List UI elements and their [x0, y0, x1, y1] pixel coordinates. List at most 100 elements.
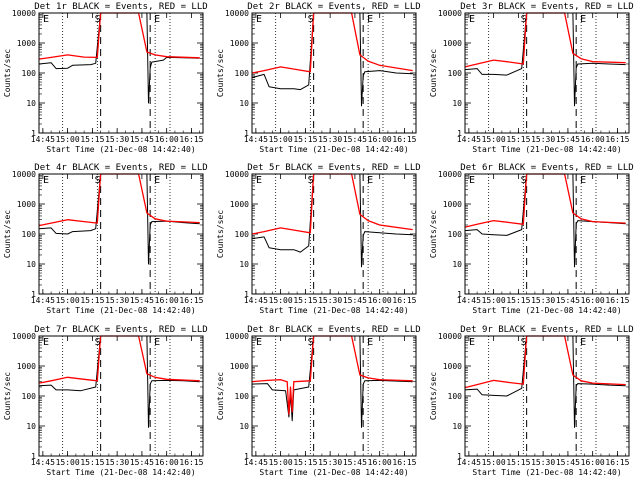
plot-1-ytick-label: 100 — [22, 69, 37, 78]
plot-2-ylabel: Counts/sec — [216, 49, 225, 97]
plot-4-marker: S — [95, 175, 101, 186]
plot-2-frame — [251, 12, 417, 134]
plot-2-ytick-label: 10 — [239, 99, 249, 108]
plot-7-ytick-label: 10000 — [12, 332, 36, 341]
plot-3-frame — [464, 12, 630, 134]
plot-5-xtick-label: 15:30 — [318, 296, 342, 305]
plot-7-title: Det 7r BLACK = Events, RED = LLD — [34, 325, 207, 335]
plot-9-title: Det 9r BLACK = Events, RED = LLD — [460, 325, 633, 335]
plot-5-xtick-label: 16:15 — [392, 296, 416, 305]
plot-7-xtick-label: 14:45 — [31, 458, 55, 467]
plot-9-xlabel: Start Time (21-Dec-08 14:42:40) — [472, 468, 621, 477]
plot-8-ytick-label: 100 — [235, 392, 250, 401]
plot-9-ytick-label: 1000 — [443, 362, 462, 371]
plot-4-ytick-label: 1000 — [17, 200, 36, 209]
plot-6-xtick-label: 16:00 — [581, 296, 605, 305]
plot-1-xtick-label: 15:30 — [105, 135, 129, 144]
plot-4-marker: E — [154, 175, 160, 186]
plot-3-marker: E — [469, 14, 475, 25]
plot-3-title: Det 3r BLACK = Events, RED = LLD — [460, 2, 633, 12]
plot-5-ylabel: Counts/sec — [216, 210, 225, 258]
plot-8-xtick-label: 14:45 — [244, 458, 268, 467]
plot-7-ytick-label: 100 — [22, 392, 37, 401]
plot-8-ytick-label: 1000 — [230, 362, 249, 371]
plot-5-xtick-label: 16:00 — [368, 296, 392, 305]
plot-6-frame — [464, 173, 630, 295]
plot-8-xtick-label: 15:45 — [343, 458, 367, 467]
plot-9-marker: S — [521, 337, 527, 348]
plot-7-ytick-label: 1000 — [17, 362, 36, 371]
plot-6-xtick-label: 16:15 — [605, 296, 629, 305]
plot-9-ytick-label: 100 — [448, 392, 463, 401]
plot-2-ytick-label: 1 — [244, 129, 249, 138]
plot-5-marker: S — [308, 175, 314, 186]
plot-6-marker: E — [580, 175, 586, 186]
plot-6-title: Det 6r BLACK = Events, RED = LLD — [460, 163, 633, 173]
plot-3-xtick-label: 15:00 — [482, 135, 506, 144]
plot-4-xtick-label: 14:45 — [31, 296, 55, 305]
plot-1-xtick-label: 15:45 — [130, 135, 154, 144]
plot-7-xtick-label: 16:00 — [155, 458, 179, 467]
plot-9-xtick-label: 15:30 — [531, 458, 555, 467]
plot-5-xtick-label: 15:45 — [343, 296, 367, 305]
plot-8-lld-line — [251, 335, 413, 415]
plot-1-marker: E — [43, 14, 49, 25]
plot-9-ytick-label: 10 — [452, 422, 462, 431]
plot-2-marker: E — [256, 14, 262, 25]
plot-6-xtick-label: 15:45 — [556, 296, 580, 305]
plot-5-lld-line — [251, 173, 413, 235]
plot-8-xtick-label: 16:00 — [368, 458, 392, 467]
plot-3-xtick-label: 14:45 — [457, 135, 481, 144]
plot-7-marker: S — [95, 337, 101, 348]
plot-2-xtick-label: 15:30 — [318, 135, 342, 144]
plot-5-frame — [251, 173, 417, 295]
plot-5-xlabel: Start Time (21-Dec-08 14:42:40) — [259, 306, 408, 315]
plot-2-xtick-label: 15:45 — [343, 135, 367, 144]
plot-7-lld-line — [38, 335, 200, 384]
plot-4-xtick-label: 15:15 — [80, 296, 104, 305]
plot-2-xtick-label: 16:15 — [392, 135, 416, 144]
plot-3-ytick-label: 10000 — [438, 9, 462, 18]
plot-1-ytick-label: 1 — [31, 129, 36, 138]
plot-6-ylabel: Counts/sec — [429, 210, 438, 258]
plot-5-ytick-label: 1000 — [230, 200, 249, 209]
plot-5-xtick-label: 14:45 — [244, 296, 268, 305]
plot-7-xtick-label: 15:30 — [105, 458, 129, 467]
plot-3-marker: E — [580, 14, 586, 25]
plot-6-ytick-label: 10 — [452, 260, 462, 269]
plot-6-marker: E — [469, 175, 475, 186]
plot-7-xtick-label: 15:00 — [56, 458, 80, 467]
plot-9-marker: E — [580, 337, 586, 348]
plot-7-ylabel: Counts/sec — [3, 372, 12, 420]
plot-9-ylabel: Counts/sec — [429, 372, 438, 420]
plot-5-ytick-label: 100 — [235, 230, 250, 239]
plot-4-ytick-label: 10000 — [12, 170, 36, 179]
plot-4-lld-line — [38, 173, 200, 227]
plot-9-lld-line — [464, 335, 626, 389]
plot-9-xtick-label: 15:45 — [556, 458, 580, 467]
plot-3-events-line — [464, 12, 626, 107]
plot-9-ytick-label: 1 — [457, 452, 462, 461]
plot-4-ytick-label: 10 — [26, 260, 36, 269]
plot-4-title: Det 4r BLACK = Events, RED = LLD — [34, 163, 207, 173]
plot-2-xtick-label: 14:45 — [244, 135, 268, 144]
plot-9-xtick-label: 16:15 — [605, 458, 629, 467]
plot-7-xtick-label: 15:15 — [80, 458, 104, 467]
plot-3-ytick-label: 1000 — [443, 39, 462, 48]
plot-3-xtick-label: 15:15 — [506, 135, 530, 144]
plot-9-ytick-label: 10000 — [438, 332, 462, 341]
plot-1-marker: S — [95, 14, 101, 25]
plot-1-title: Det 1r BLACK = Events, RED = LLD — [34, 2, 207, 12]
plot-1-xtick-label: 15:00 — [56, 135, 80, 144]
plot-6-xtick-label: 15:30 — [531, 296, 555, 305]
plot-8-xtick-label: 15:00 — [269, 458, 293, 467]
plot-5-ytick-label: 10 — [239, 260, 249, 269]
plot-6-marker: S — [521, 175, 527, 186]
plot-9-xtick-label: 14:45 — [457, 458, 481, 467]
plot-2-xlabel: Start Time (21-Dec-08 14:42:40) — [259, 145, 408, 154]
plot-8-xtick-label: 16:15 — [392, 458, 416, 467]
plot-8-xtick-label: 15:30 — [318, 458, 342, 467]
plot-7-marker: E — [154, 337, 160, 348]
plot-5-events-line — [251, 173, 413, 268]
plot-3-ytick-label: 1 — [457, 129, 462, 138]
